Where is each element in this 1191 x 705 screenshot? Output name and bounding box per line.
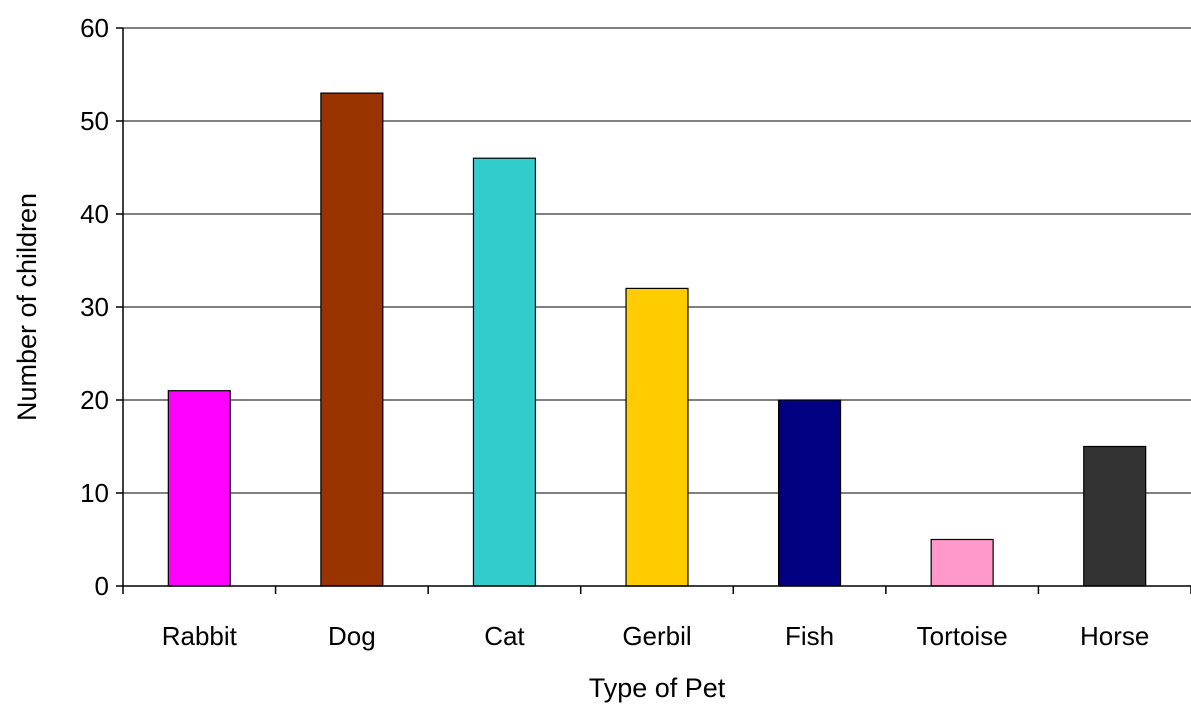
x-tick-label: Fish <box>785 621 834 651</box>
bar <box>167 390 231 587</box>
x-tick-labels: Rabbit Dog Cat Gerbil Fish Tortoise Horse <box>122 586 1191 651</box>
y-axis-title: Number of children <box>12 193 42 421</box>
bar <box>472 157 537 587</box>
y-tick-label: 60 <box>80 13 109 43</box>
bar <box>930 538 994 587</box>
y-tick-label: 40 <box>80 199 109 229</box>
bar <box>625 287 689 587</box>
x-tick-label: Cat <box>484 621 525 651</box>
x-tick-label: Rabbit <box>162 621 238 651</box>
y-tick-labels: 0 10 20 30 40 50 60 <box>80 13 123 601</box>
y-tick-label: 30 <box>80 292 109 322</box>
bar <box>777 399 842 587</box>
x-axis-title: Type of Pet <box>589 673 726 703</box>
y-tick-label: 10 <box>80 478 109 508</box>
bar <box>320 92 384 587</box>
x-tick-label: Horse <box>1080 621 1149 651</box>
y-tick-label: 20 <box>80 385 109 415</box>
x-tick-label: Tortoise <box>917 621 1008 651</box>
bars <box>167 92 1147 587</box>
bar <box>1083 445 1147 587</box>
x-tick-label: Gerbil <box>622 621 691 651</box>
y-tick-label: 0 <box>95 571 109 601</box>
x-tick-label: Dog <box>328 621 376 651</box>
y-tick-label: 50 <box>80 106 109 136</box>
